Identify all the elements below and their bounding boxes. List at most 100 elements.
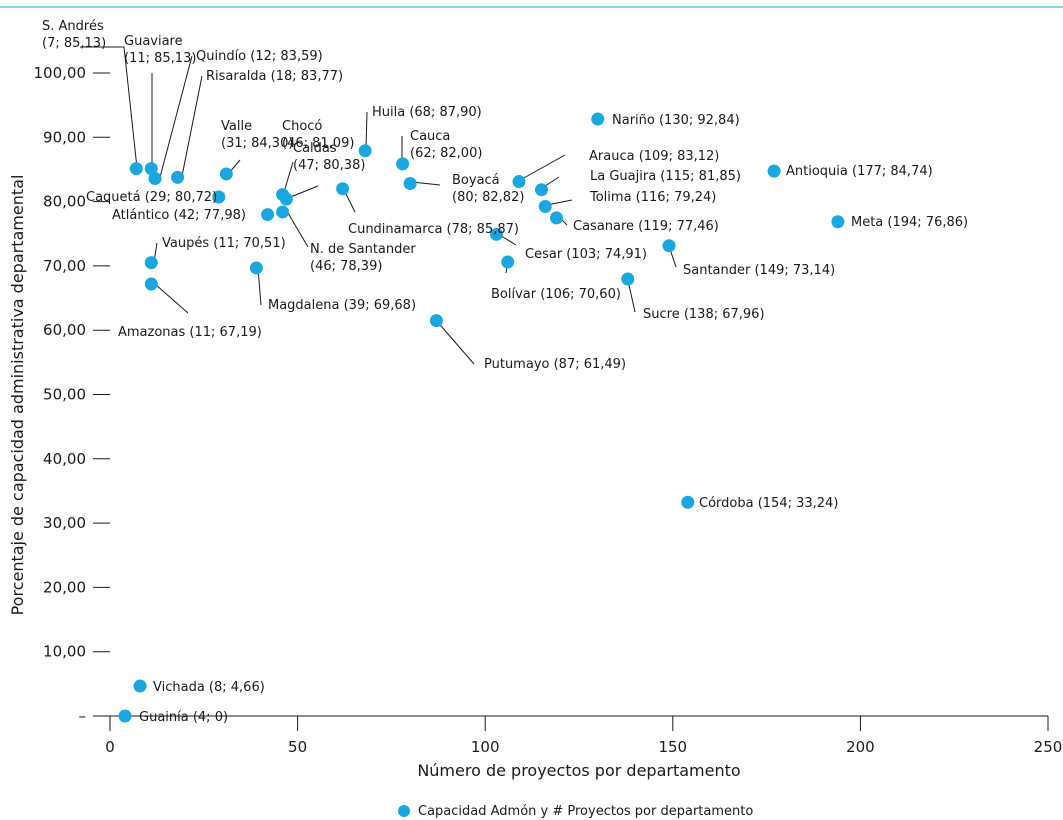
- data-point: [831, 215, 845, 229]
- point-label: Santander (149; 73,14): [683, 263, 835, 278]
- point-label-line: Vaupés (11; 70,51): [162, 236, 286, 251]
- data-point: [549, 211, 563, 225]
- point-label-line: Putumayo (87; 61,49): [484, 357, 626, 372]
- data-points: [118, 112, 845, 723]
- data-point: [429, 314, 443, 328]
- point-label: Huila (68; 87,90): [372, 105, 482, 120]
- point-label-line: Guainía (4; 0): [139, 710, 228, 725]
- point-label-line: Meta (194; 76,86): [851, 215, 968, 230]
- point-label: Bolívar (106; 70,60): [491, 287, 621, 302]
- point-label-line: Vichada (8; 4,66): [153, 680, 265, 695]
- point-label-line: (7; 85,13): [42, 36, 106, 51]
- data-point: [591, 112, 605, 126]
- data-point: [279, 192, 293, 206]
- data-point: [681, 495, 695, 509]
- y-tick-label: –: [79, 707, 87, 725]
- data-point: [148, 172, 162, 186]
- point-label: Meta (194; 76,86): [851, 215, 968, 230]
- data-point: [144, 277, 158, 291]
- data-point: [212, 190, 226, 204]
- data-point: [403, 176, 417, 190]
- point-label-line: Boyacá: [452, 173, 500, 188]
- point-label: Atlántico (42; 77,98): [112, 208, 246, 223]
- data-point: [538, 199, 552, 213]
- leader-line: [257, 267, 262, 306]
- x-axis-title: Número de proyectos por departamento: [417, 761, 740, 780]
- legend-label: Capacidad Admón y # Proyectos por depart…: [418, 804, 753, 819]
- point-label-line: Quindío (12; 83,59): [196, 49, 323, 64]
- point-label: N. de Santander (46; 78,39): [310, 242, 416, 274]
- leader-line: [158, 55, 193, 182]
- point-label: Guaviare (11; 85,13): [124, 34, 196, 66]
- point-label-line: Cesar (103; 74,91): [525, 247, 647, 262]
- point-label: Tolima (116; 79,24): [589, 190, 716, 205]
- data-point: [219, 167, 233, 181]
- point-label-line: (47; 80,38): [293, 158, 365, 173]
- y-tick-label: 60,00: [43, 321, 86, 339]
- point-label: Risaralda (18; 83,77): [206, 69, 343, 84]
- point-label-line: N. de Santander: [310, 242, 416, 257]
- y-tick-label: 90,00: [43, 128, 86, 146]
- y-tick-label: 30,00: [43, 514, 86, 532]
- y-tick-label: 100,00: [34, 64, 87, 82]
- data-point: [336, 182, 350, 196]
- point-label-line: Magdalena (39; 69,68): [268, 298, 416, 313]
- point-label-line: Chocó: [282, 119, 322, 134]
- point-label: Caldas (47; 80,38): [293, 141, 365, 173]
- point-label-line: (46; 78,39): [310, 259, 382, 274]
- x-tick-label: 200: [846, 738, 875, 756]
- point-label-line: La Guajira (115; 81,85): [590, 169, 741, 184]
- point-label: Cauca (62; 82,00): [410, 129, 482, 161]
- legend-marker: [398, 805, 410, 817]
- point-label: Cundinamarca (78; 85,87): [348, 222, 519, 237]
- y-axis-title: Porcentaje de capacidad administrativa d…: [8, 175, 27, 616]
- leader-line: [521, 154, 566, 180]
- data-point: [534, 183, 548, 197]
- y-tick-label: 10,00: [43, 643, 86, 661]
- point-label-line: Guaviare: [124, 34, 183, 49]
- point-label-line: Risaralda (18; 83,77): [206, 69, 343, 84]
- data-point: [512, 175, 526, 189]
- leader-line: [345, 193, 356, 213]
- data-point: [133, 679, 147, 693]
- point-label: Putumayo (87; 61,49): [484, 357, 626, 372]
- y-tick-label: 70,00: [43, 257, 86, 275]
- leader-line: [181, 75, 203, 177]
- data-point: [171, 170, 185, 184]
- point-label: Arauca (109; 83,12): [589, 149, 719, 164]
- x-tick-label: 250: [1034, 738, 1063, 756]
- point-label: Vaupés (11; 70,51): [162, 236, 286, 251]
- leader-line: [287, 212, 309, 248]
- y-tick-label: 40,00: [43, 450, 86, 468]
- point-label-line: Caquetá (29; 80,72): [86, 190, 217, 205]
- point-label: Vichada (8; 4,66): [153, 680, 265, 695]
- point-label: Sucre (138; 67,96): [643, 307, 765, 322]
- data-point: [249, 261, 263, 275]
- data-point: [662, 239, 676, 253]
- point-label: S. Andrés (7; 85,13): [42, 19, 106, 51]
- point-label-line: Antioquia (177; 84,74): [786, 164, 933, 179]
- point-label: Guainía (4; 0): [139, 710, 228, 725]
- point-label-line: Sucre (138; 67,96): [643, 307, 765, 322]
- point-label: Caquetá (29; 80,72): [86, 190, 217, 205]
- point-label-line: Cauca: [410, 129, 450, 144]
- point-label: Boyacá (80; 82,82): [452, 173, 524, 205]
- point-label: Magdalena (39; 69,68): [268, 298, 416, 313]
- leader-line: [154, 283, 189, 314]
- point-label-line: Cundinamarca (78; 85,87): [348, 222, 519, 237]
- point-label: Córdoba (154; 33,24): [699, 496, 838, 511]
- point-label: Chocó (46; 81,09): [282, 119, 354, 151]
- point-label-line: Casanare (119; 77,46): [573, 219, 719, 234]
- data-point: [144, 162, 158, 176]
- data-point: [767, 164, 781, 178]
- point-label-line: (11; 85,13): [124, 51, 196, 66]
- point-labels: S. Andrés (7; 85,13) Guaviare (11; 85,13) Qu…: [42, 19, 968, 725]
- point-label-line: Caldas: [293, 141, 337, 156]
- legend: Capacidad Admón y # Proyectos por depart…: [398, 804, 753, 819]
- data-point: [118, 709, 132, 723]
- point-label: Amazonas (11; 67,19): [118, 325, 262, 340]
- leader-line: [411, 181, 441, 186]
- point-label-line: Córdoba (154; 33,24): [699, 496, 838, 511]
- point-label-line: Amazonas (11; 67,19): [118, 325, 262, 340]
- point-label-line: (46; 81,09): [282, 136, 354, 151]
